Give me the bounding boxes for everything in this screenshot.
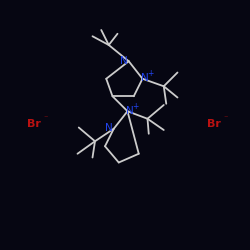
Text: N: N (140, 73, 148, 83)
Text: +: + (147, 69, 154, 78)
Text: N: N (126, 106, 134, 116)
Text: ⁻: ⁻ (44, 114, 48, 123)
Text: ⁻: ⁻ (224, 114, 228, 123)
Text: +: + (132, 102, 139, 111)
Text: N: N (106, 123, 113, 133)
Text: Br: Br (27, 119, 41, 129)
Text: Br: Br (207, 119, 221, 129)
Text: N: N (120, 56, 128, 66)
